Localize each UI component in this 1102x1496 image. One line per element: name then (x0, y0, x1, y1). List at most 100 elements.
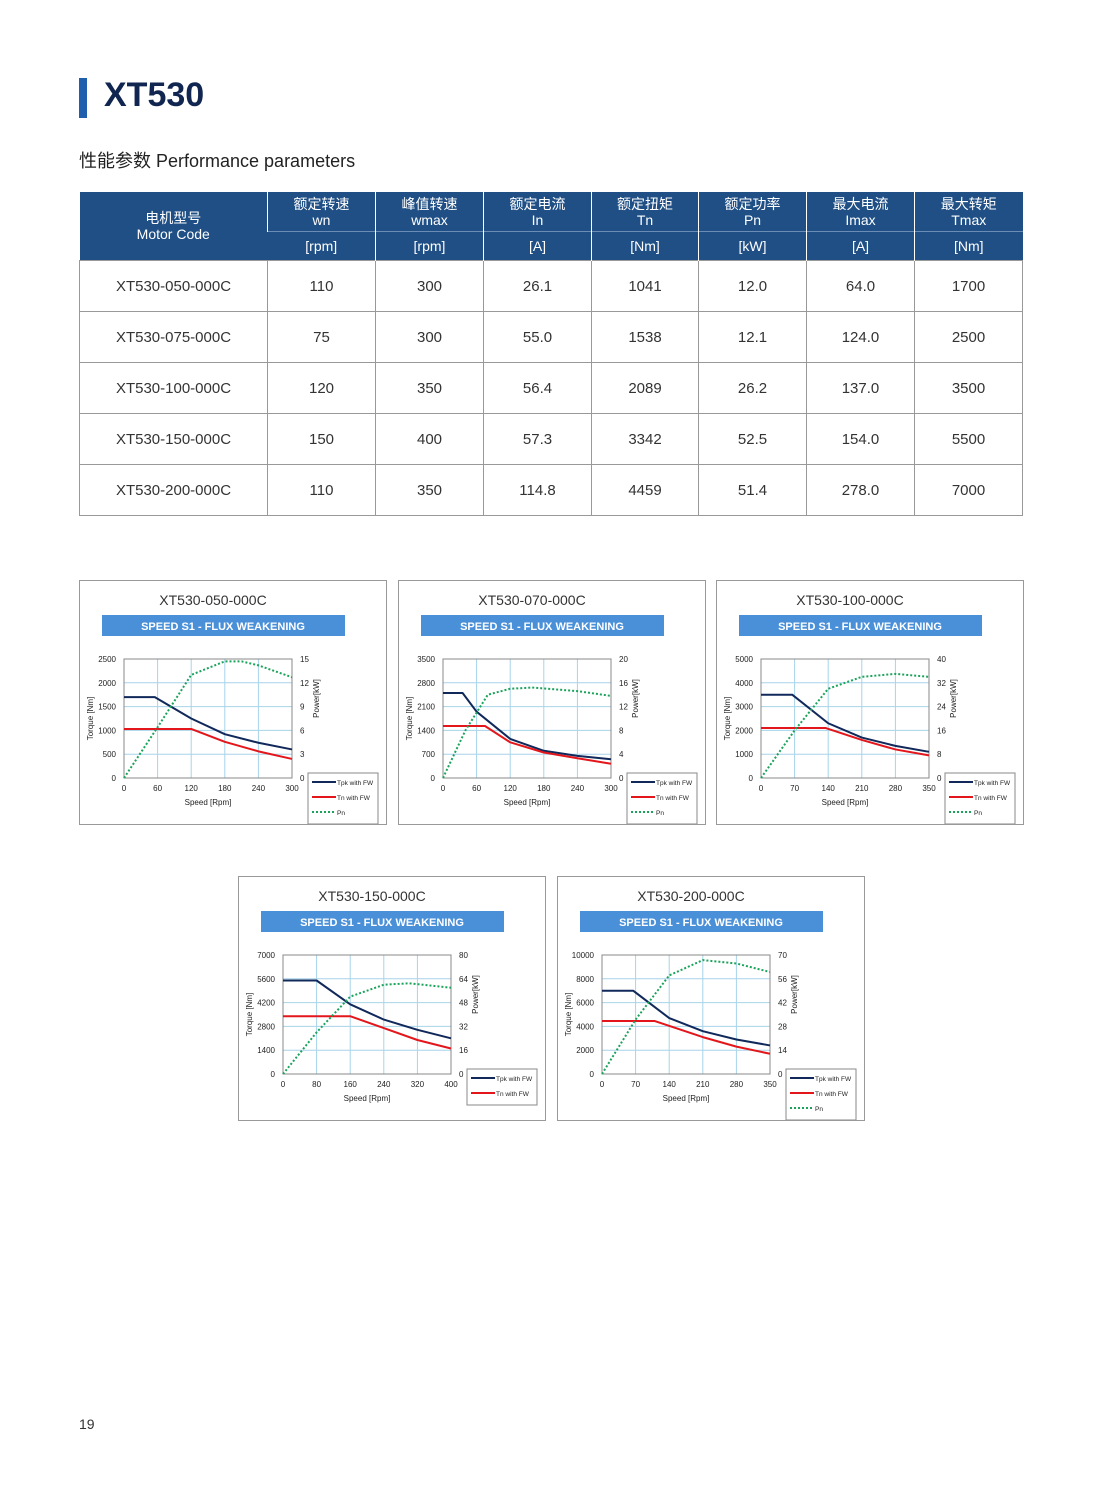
y2-tick-label: 64 (459, 975, 468, 984)
table-cell: 7000 (914, 464, 1023, 516)
y2-axis-label: Power[kW] (790, 975, 799, 1014)
table-cell: XT530-100-000C (79, 362, 268, 414)
table-cell: 56.4 (483, 362, 592, 414)
series-line-pn (123, 660, 293, 779)
y-tick-label: 5000 (735, 655, 753, 664)
plot-frame (123, 658, 293, 779)
table-cell: 2500 (914, 311, 1023, 363)
y2-tick-label: 70 (778, 951, 787, 960)
x-tick-label: 350 (763, 1080, 777, 1089)
table-cell: 26.1 (483, 260, 592, 312)
series-line-tpk-with-fw (761, 693, 930, 753)
chart-banner (580, 911, 823, 932)
table-cell: 300 (375, 311, 484, 363)
table-cell: 64.0 (806, 260, 915, 312)
y2-tick-label: 8 (937, 750, 942, 759)
table-cell: 278.0 (806, 464, 915, 516)
table-cell: 400 (375, 413, 484, 465)
y2-tick-label: 40 (937, 655, 946, 664)
y2-tick-label: 12 (300, 679, 309, 688)
y2-tick-label: 32 (459, 1022, 468, 1031)
table-cell: 75 (267, 311, 376, 363)
y2-tick-label: 56 (778, 975, 787, 984)
chart-subtitle: SPEED S1 - FLUX WEAKENING (778, 621, 942, 633)
x-tick-label: 120 (185, 784, 199, 793)
header-unit: [A] (483, 231, 592, 261)
y-tick-label: 6000 (576, 999, 594, 1008)
y2-tick-label: 24 (937, 703, 946, 712)
table-cell: 124.0 (806, 311, 915, 363)
y-axis-label: Torque [Nm] (723, 697, 732, 741)
header-unit: [Nm] (591, 231, 699, 261)
table-cell: 26.2 (698, 362, 807, 414)
header-en: wmax (411, 211, 448, 228)
table-cell: 110 (267, 260, 376, 312)
header-unit: [kW] (698, 231, 807, 261)
section-subtitle: 性能参数 Performance parameters (79, 151, 356, 171)
legend-label: Tpk with FW (974, 780, 1011, 787)
legend-label: Tn with FW (656, 795, 690, 802)
table-cell: 3500 (914, 362, 1023, 414)
y2-tick-label: 4 (619, 750, 624, 759)
header-en: Imax (845, 211, 876, 228)
x-tick-label: 400 (444, 1080, 458, 1089)
table-cell: 137.0 (806, 362, 915, 414)
header-en: Motor Code (136, 226, 210, 242)
y-tick-label: 2000 (735, 726, 753, 735)
y-tick-label: 4200 (257, 999, 275, 1008)
y2-tick-label: 14 (778, 1046, 787, 1055)
y-tick-label: 3500 (417, 655, 435, 664)
y2-tick-label: 48 (459, 999, 468, 1008)
x-tick-label: 210 (855, 784, 869, 793)
legend-label: Tn with FW (496, 1091, 530, 1098)
table-cell: 1041 (591, 260, 699, 312)
chart-banner (261, 911, 504, 932)
x-tick-label: 0 (600, 1080, 605, 1089)
y2-tick-label: 0 (300, 774, 305, 783)
y-tick-label: 0 (749, 774, 754, 783)
header-unit: [rpm] (375, 231, 484, 261)
table-cell: XT530-075-000C (79, 311, 268, 363)
table-row: XT530-050-000C 110 300 26.1 1041 12.0 64.0 1700 (79, 260, 1023, 312)
chart-svg: XT530-100-000C SPEED S1 - FLUX WEAKENING 0… (723, 592, 1016, 824)
x-tick-label: 140 (663, 1080, 677, 1089)
y-tick-label: 2500 (98, 655, 116, 664)
y-tick-label: 0 (590, 1070, 595, 1079)
header-cell: 额定功率 Pn (698, 192, 807, 232)
plot-frame (601, 954, 771, 1075)
x-tick-label: 140 (822, 784, 836, 793)
table-cell: 55.0 (483, 311, 592, 363)
chart-legend: Tpk with FW Tn with FW Pn (944, 772, 1016, 824)
table-cell: 154.0 (806, 413, 915, 465)
y2-axis-label: Power[kW] (312, 679, 321, 718)
table-cell: 300 (375, 260, 484, 312)
y2-tick-label: 16 (459, 1046, 468, 1055)
chart-subtitle: SPEED S1 - FLUX WEAKENING (141, 621, 305, 633)
y-tick-label: 0 (431, 774, 436, 783)
x-tick-label: 0 (441, 784, 446, 793)
series-line-pn (601, 959, 771, 1075)
y2-tick-label: 0 (619, 774, 624, 783)
y-tick-label: 3000 (735, 703, 753, 712)
x-tick-label: 240 (252, 784, 266, 793)
table-cell: 57.3 (483, 413, 592, 465)
legend-label: Pn (815, 1106, 823, 1113)
x-axis-label: Speed [Rpm] (504, 798, 551, 807)
chart-banner (421, 615, 664, 636)
series-line-tn-with-fw (283, 1015, 452, 1050)
header-cn: 额定扭矩 (617, 195, 673, 212)
chart-legend: Tpk with FW Tn with FW Pn (307, 772, 379, 824)
x-tick-label: 180 (537, 784, 551, 793)
x-tick-label: 120 (504, 784, 518, 793)
y2-tick-label: 0 (778, 1070, 783, 1079)
chart-legend: Tpk with FW Tn with FW (466, 1068, 538, 1106)
table-cell: XT530-150-000C (79, 413, 268, 465)
header-cell: 最大转矩 Tmax (914, 192, 1023, 232)
header-en: Tn (636, 211, 654, 228)
table-cell: 350 (375, 464, 484, 516)
header-en: Tmax (951, 211, 987, 228)
table-row: XT530-075-000C 75 300 55.0 1538 12.1 124.0 2500 (79, 311, 1023, 363)
header-unit: [Nm] (914, 231, 1023, 261)
legend-label: Pn (974, 810, 982, 817)
